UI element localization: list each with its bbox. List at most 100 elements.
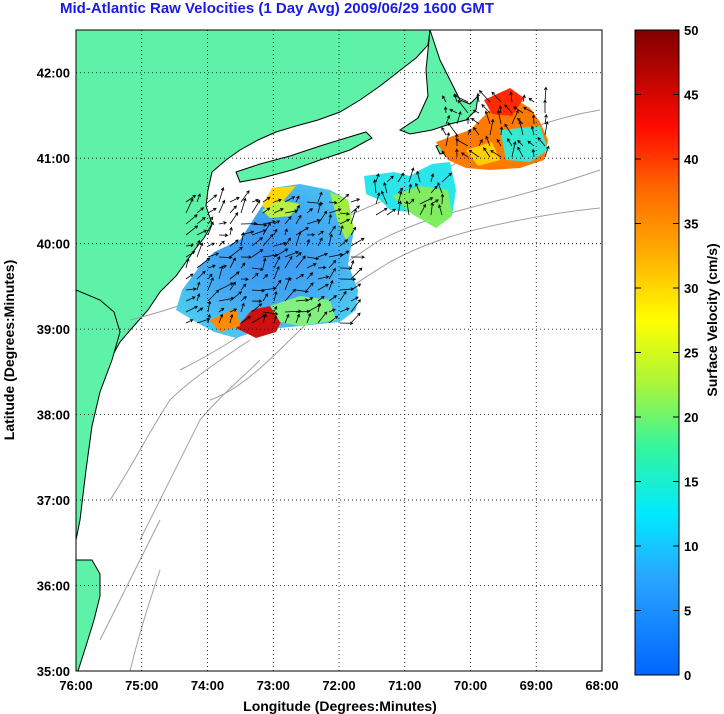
velocity-arrow <box>350 296 359 302</box>
velocity-arrow <box>251 249 264 258</box>
velocity-arrow <box>207 313 211 324</box>
velocity-arrow <box>273 241 287 247</box>
velocity-arrow <box>284 277 291 291</box>
colorbar-tick-label: 30 <box>684 281 698 296</box>
velocity-arrow <box>196 239 201 247</box>
velocity-arrow <box>273 256 281 269</box>
velocity-arrow <box>386 208 396 216</box>
velocity-arrow <box>511 141 517 158</box>
velocity-arrow <box>408 167 415 183</box>
velocity-arrow <box>328 308 336 313</box>
velocity-arrow <box>317 302 322 313</box>
velocity-arrow <box>185 194 197 203</box>
map-title: Mid-Atlantic Raw Velocities (1 Day Avg) … <box>60 0 495 17</box>
velocity-arrow <box>196 307 204 313</box>
velocity-arrow <box>386 175 394 183</box>
colorbar <box>634 29 680 676</box>
velocity-arrow <box>317 191 323 203</box>
velocity-arrow <box>284 250 300 258</box>
velocity-arrow <box>537 136 546 147</box>
velocity-arrow <box>273 290 278 302</box>
velocity-arrow <box>339 250 350 258</box>
velocity-arrow <box>229 291 243 302</box>
velocity-arrow <box>543 99 547 114</box>
velocity-arrow <box>218 240 225 247</box>
velocity-arrow <box>196 229 208 236</box>
colorbar-tick-label: 40 <box>684 152 698 167</box>
velocity-arrow <box>441 126 447 136</box>
velocity-arrow <box>437 182 443 194</box>
colorbar-tick-label: 25 <box>684 346 698 361</box>
velocity-arrow <box>339 212 351 216</box>
velocity-arrow <box>273 279 282 291</box>
velocity-arrow <box>317 265 327 270</box>
velocity-arrow <box>430 201 434 216</box>
velocity-arrow <box>185 251 196 258</box>
velocity-arrow <box>295 195 300 203</box>
velocity-arrow <box>218 265 224 280</box>
velocity-arrow <box>339 224 344 236</box>
velocity-arrow <box>317 252 329 258</box>
colorbar-label: Surface Velocity (cm/s) <box>704 243 720 396</box>
velocity-arrow <box>350 226 357 236</box>
velocity-arrow <box>207 252 220 258</box>
velocity-arrow <box>262 257 267 269</box>
velocity-arrow <box>339 218 351 225</box>
velocity-arrow <box>499 126 504 136</box>
velocity-arrow <box>251 198 260 203</box>
velocity-arrow <box>317 295 325 302</box>
velocity-arrow <box>460 152 469 158</box>
velocity-arrow <box>273 248 289 258</box>
velocity-arrow <box>350 255 366 259</box>
velocity-arrow <box>481 104 491 114</box>
y-axis-label: Latitude (Degrees:Minutes) <box>1 260 17 440</box>
colorbar-tick-label: 15 <box>684 475 698 490</box>
y-tick-label: 37:00 <box>37 493 70 508</box>
velocity-arrow <box>527 140 535 147</box>
velocity-arrow <box>478 89 491 103</box>
velocity-arrow <box>218 313 224 324</box>
velocity-arrow <box>498 105 503 114</box>
velocity-arrow <box>306 208 314 214</box>
velocity-arrow <box>306 282 314 291</box>
y-tick-label: 39:00 <box>37 322 70 337</box>
colorbar-tick-label: 35 <box>684 217 698 232</box>
velocity-arrow <box>273 208 284 214</box>
velocity-arrow <box>473 126 480 136</box>
velocity-arrow <box>196 242 204 258</box>
velocity-arrow <box>185 273 194 280</box>
map-grid <box>76 30 602 671</box>
velocity-arrow <box>350 267 363 280</box>
velocity-arrow <box>490 150 502 158</box>
velocity-arrow <box>373 178 377 194</box>
y-axis-ticks: 42:00 41:00 40:00 39:00 38:00 37:00 36:00 35:00 <box>37 66 70 679</box>
velocity-arrow <box>397 172 404 183</box>
velocity-arrow <box>466 117 470 125</box>
velocity-arrow <box>284 215 292 225</box>
velocity-arrow <box>491 91 502 103</box>
velocity-arrow <box>339 239 349 247</box>
velocity-arrow <box>517 139 524 147</box>
velocity-arrow <box>218 199 226 214</box>
velocity-arrow <box>207 207 217 214</box>
velocity-arrow <box>295 313 301 324</box>
velocity-arrow <box>328 295 338 302</box>
velocity-arrow <box>284 237 291 247</box>
velocity-arrow <box>284 255 293 269</box>
velocity-arrow <box>496 138 502 147</box>
velocity-arrow <box>240 296 247 302</box>
velocity-arrow <box>408 198 415 205</box>
velocity-arrow <box>339 307 350 313</box>
velocity-arrow <box>476 92 480 103</box>
velocity-arrow <box>251 223 268 227</box>
velocity-arrow <box>441 172 453 183</box>
velocity-arrow <box>528 97 535 103</box>
velocity-arrow <box>470 117 480 125</box>
x-tick-label: 75:00 <box>125 678 158 693</box>
velocity-arrow <box>306 297 314 302</box>
velocity-arrow <box>207 216 214 225</box>
velocity-arrow <box>430 185 438 194</box>
velocity-arrow <box>207 242 216 247</box>
velocity-arrow <box>229 246 243 258</box>
velocity-arrow <box>328 213 333 225</box>
